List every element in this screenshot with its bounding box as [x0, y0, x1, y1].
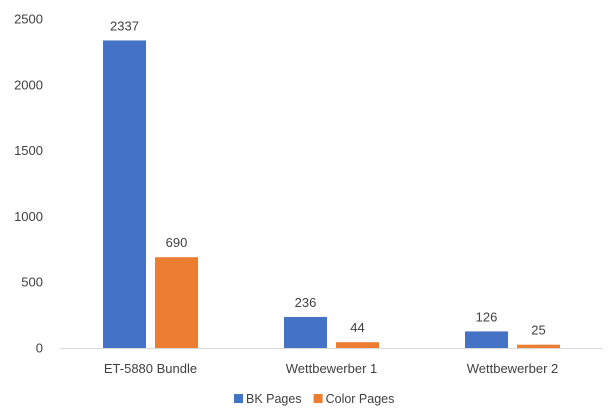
bar-bk-pages [465, 331, 508, 348]
bar-color-pages [155, 257, 198, 348]
legend-swatch [313, 394, 323, 403]
x-category-label: Wettbewerber 2 [467, 361, 559, 376]
legend-label: Color Pages [326, 392, 395, 406]
data-label: 25 [531, 323, 545, 338]
x-category-label: Wettbewerber 1 [286, 361, 378, 376]
x-category-label: ET-5880 Bundle [104, 361, 197, 376]
y-tick-label: 500 [21, 275, 43, 290]
data-label: 690 [166, 235, 188, 250]
y-tick-label: 1000 [14, 209, 43, 224]
legend: BK Pages Color Pages [234, 392, 394, 406]
bar-color-pages [336, 342, 379, 348]
y-tick-label: 0 [36, 341, 43, 356]
bar-color-pages [517, 344, 560, 348]
y-tick-label: 1500 [14, 143, 43, 158]
data-label: 2337 [110, 18, 139, 33]
data-label: 126 [476, 309, 498, 324]
data-labels: 2337 690 236 44 126 25 [110, 18, 546, 337]
bar-bk-pages [103, 40, 146, 348]
legend-swatch [234, 394, 243, 403]
legend-label: BK Pages [246, 392, 302, 406]
x-axis: ET-5880 Bundle Wettbewerber 1 Wettbewerber… [60, 348, 603, 376]
bars [103, 40, 560, 348]
data-label: 236 [295, 295, 317, 310]
y-axis: 0 500 1000 1500 2000 2500 [14, 12, 43, 356]
y-tick-label: 2000 [14, 77, 43, 92]
y-tick-label: 2500 [14, 12, 43, 27]
bar-bk-pages [284, 316, 327, 348]
data-label: 44 [350, 320, 364, 335]
